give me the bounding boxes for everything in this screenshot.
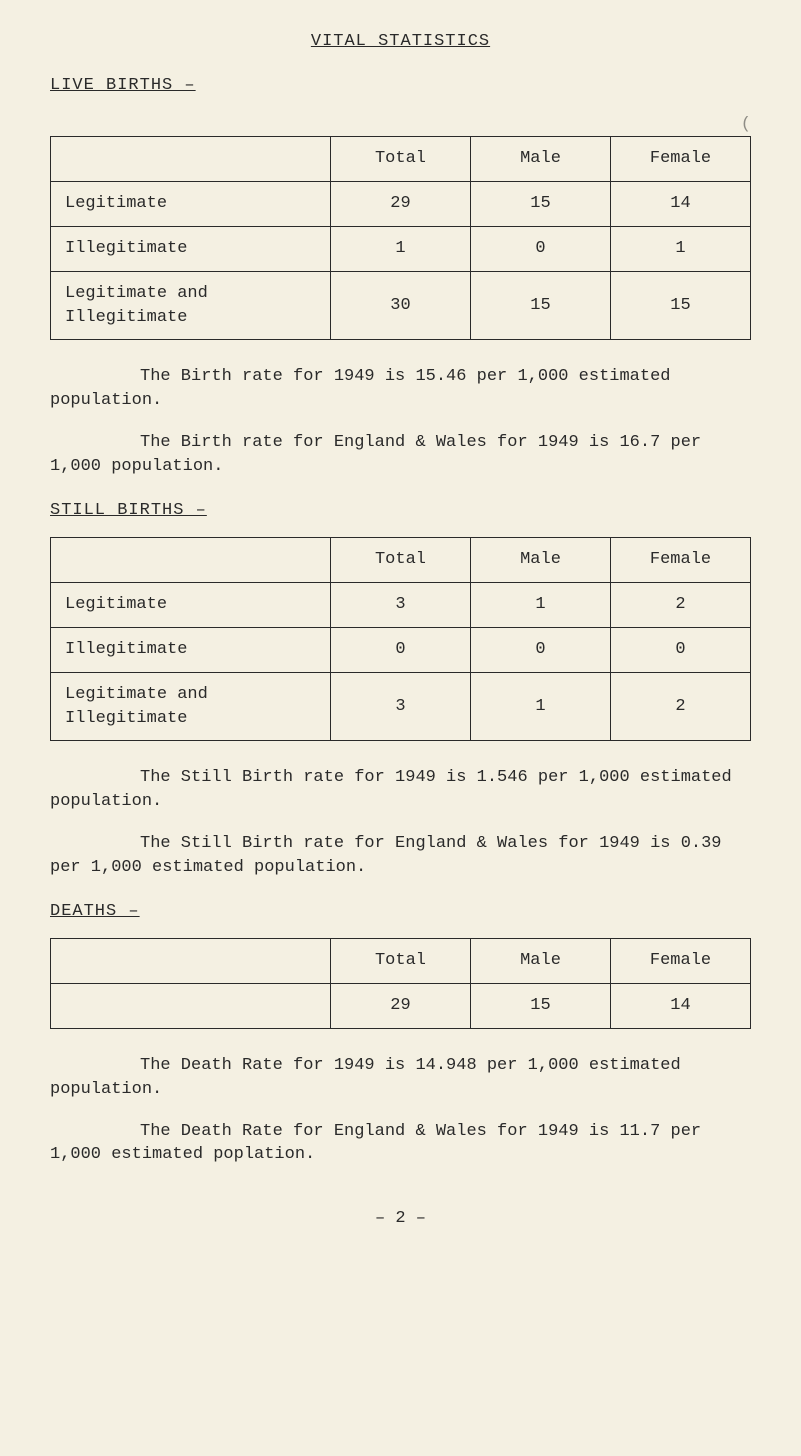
table-cell: 0 <box>611 627 751 672</box>
table-cell: 1 <box>611 226 751 271</box>
table-header <box>51 538 331 583</box>
table-header: Female <box>611 939 751 984</box>
table-row: Illegitimate 0 0 0 <box>51 627 751 672</box>
table-cell: Legitimate <box>51 583 331 628</box>
still-births-table: Total Male Female Legitimate 3 1 2 Illeg… <box>50 537 751 741</box>
table-row: Illegitimate 1 0 1 <box>51 226 751 271</box>
table-cell: Legitimate <box>51 182 331 227</box>
live-births-para-1: The Birth rate for 1949 is 15.46 per 1,0… <box>50 365 751 413</box>
table-cell: 3 <box>331 672 471 741</box>
table-cell: 3 <box>331 583 471 628</box>
table-cell: 15 <box>471 984 611 1029</box>
table-cell: 1 <box>471 583 611 628</box>
table-header: Total <box>331 538 471 583</box>
table-row: Legitimate and Illegitimate 3 1 2 <box>51 672 751 741</box>
table-cell: Illegitimate <box>51 226 331 271</box>
live-births-table: Total Male Female Legitimate 29 15 14 Il… <box>50 136 751 340</box>
table-cell: 0 <box>471 627 611 672</box>
deaths-heading: DEATHS – <box>50 900 751 924</box>
table-cell: 15 <box>471 271 611 340</box>
table-header: Female <box>611 137 751 182</box>
live-births-para-2: The Birth rate for England & Wales for 1… <box>50 431 751 479</box>
table-cell: Illegitimate <box>51 627 331 672</box>
table-header-row: Total Male Female <box>51 538 751 583</box>
table-header: Male <box>471 137 611 182</box>
table-cell: 1 <box>471 672 611 741</box>
table-cell: 29 <box>331 984 471 1029</box>
table-header: Total <box>331 137 471 182</box>
table-cell: 15 <box>611 271 751 340</box>
table-header-row: Total Male Female <box>51 939 751 984</box>
table-cell: 2 <box>611 672 751 741</box>
still-births-heading: STILL BIRTHS – <box>50 499 751 523</box>
table-cell: 1 <box>331 226 471 271</box>
table-cell: 14 <box>611 984 751 1029</box>
table-header <box>51 939 331 984</box>
still-births-para-2: The Still Birth rate for England & Wales… <box>50 832 751 880</box>
table-header-row: Total Male Female <box>51 137 751 182</box>
table-header: Total <box>331 939 471 984</box>
table-cell <box>51 984 331 1029</box>
deaths-table: Total Male Female 29 15 14 <box>50 938 751 1029</box>
deaths-para-2: The Death Rate for England & Wales for 1… <box>50 1120 751 1168</box>
table-cell: 30 <box>331 271 471 340</box>
corner-mark: ( <box>50 113 751 137</box>
table-cell: 0 <box>331 627 471 672</box>
page-number: – 2 – <box>50 1207 751 1231</box>
table-cell: 2 <box>611 583 751 628</box>
table-row: 29 15 14 <box>51 984 751 1029</box>
table-header <box>51 137 331 182</box>
deaths-para-1: The Death Rate for 1949 is 14.948 per 1,… <box>50 1054 751 1102</box>
table-cell: 15 <box>471 182 611 227</box>
table-cell: 14 <box>611 182 751 227</box>
table-row: Legitimate 3 1 2 <box>51 583 751 628</box>
table-cell: Legitimate and Illegitimate <box>51 271 331 340</box>
table-row: Legitimate and Illegitimate 30 15 15 <box>51 271 751 340</box>
table-header: Male <box>471 538 611 583</box>
live-births-heading: LIVE BIRTHS – <box>50 74 751 98</box>
table-header: Male <box>471 939 611 984</box>
page-title: VITAL STATISTICS <box>50 30 751 54</box>
table-row: Legitimate 29 15 14 <box>51 182 751 227</box>
table-cell: 0 <box>471 226 611 271</box>
table-header: Female <box>611 538 751 583</box>
still-births-para-1: The Still Birth rate for 1949 is 1.546 p… <box>50 766 751 814</box>
table-cell: Legitimate and Illegitimate <box>51 672 331 741</box>
table-cell: 29 <box>331 182 471 227</box>
